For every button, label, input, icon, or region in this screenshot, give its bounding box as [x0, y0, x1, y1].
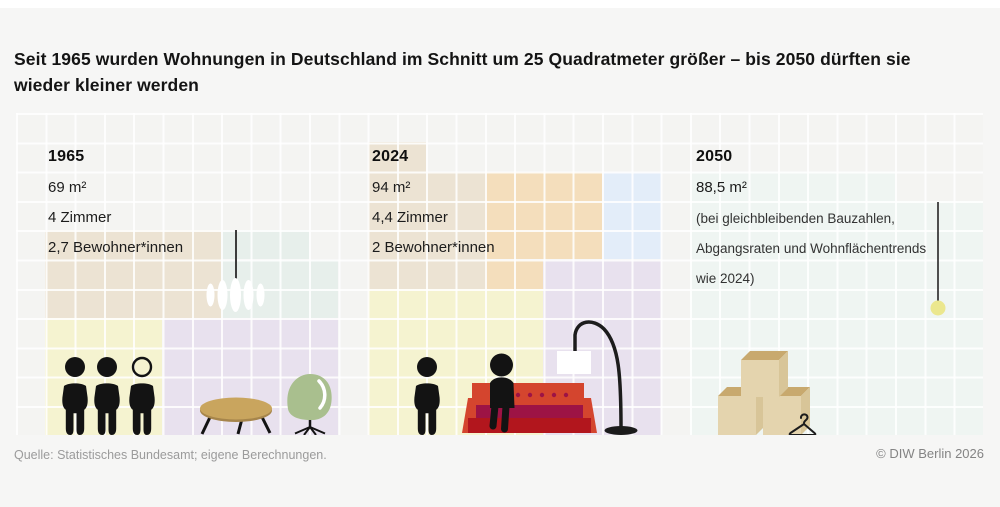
copyright-note: © DIW Berlin 2026: [876, 446, 984, 461]
panel-2024-occupants: 2 Bewohner*innen: [372, 239, 495, 256]
person-icon-1965-b: [94, 357, 119, 435]
person-icon-2024-sitting: [489, 353, 515, 433]
panel-1965-rooms: 4 Zimmer: [48, 209, 112, 226]
sofa-icon: [462, 383, 597, 433]
top-strip: [0, 0, 1000, 8]
panel-1965-year: 1965: [48, 148, 85, 165]
page-title: Seit 1965 wurden Wohnungen in Deutschlan…: [14, 46, 974, 99]
clothes-hanger-icon: [788, 413, 817, 435]
floor-lamp-icon: [557, 320, 638, 435]
pendant-lamp-icon: [206, 230, 265, 312]
coffee-table-icon: [200, 397, 272, 435]
panel-2050-note-1: (bei gleichbleibenden Bauzahlen,: [696, 211, 895, 226]
moving-boxes-icon: [718, 351, 810, 435]
panel-2050-note-3: wie 2024): [696, 271, 755, 286]
person-icon-1965-partial: [129, 356, 155, 435]
armchair-icon: [287, 374, 332, 435]
panel-1965-area: 69 m²: [48, 179, 87, 196]
title-line-2: wieder kleiner werden: [14, 75, 199, 96]
floorplan-canvas: 1965 69 m² 4 Zimmer 2,7 Bewohner*innen 2…: [16, 113, 983, 436]
panel-2050-year: 2050: [696, 148, 733, 165]
panel-2024-rooms: 4,4 Zimmer: [372, 209, 448, 226]
panel-2024-area: 94 m²: [372, 179, 411, 196]
title-line-1: Seit 1965 wurden Wohnungen in Deutschlan…: [14, 49, 911, 69]
illustrations: [16, 202, 946, 435]
panel-2024-year: 2024: [372, 148, 409, 165]
person-icon-1965-a: [62, 357, 87, 435]
panel-2050-note-2: Abgangsraten und Wohnflächentrends: [696, 241, 927, 256]
panel-1965-occupants: 2,7 Bewohner*innen: [48, 239, 184, 256]
source-note: Quelle: Statistisches Bundesamt; eigene …: [14, 448, 327, 462]
person-icon-2024-standing: [414, 357, 439, 435]
panel-2050-area: 88,5 m²: [696, 179, 747, 196]
light-bulb-icon: [930, 202, 946, 316]
